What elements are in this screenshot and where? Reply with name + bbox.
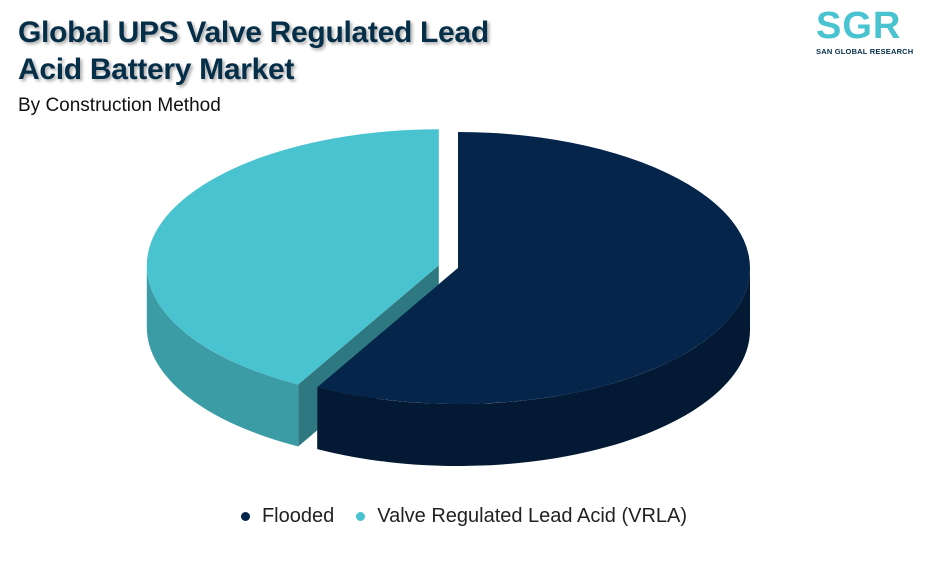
pie-outer-walls <box>146 265 750 466</box>
pie-wall-flooded <box>317 268 750 466</box>
legend-dot-vrla <box>356 512 366 521</box>
legend-dot-flooded <box>240 512 250 521</box>
sgr-logo: SGR SAN GLOBAL RESEARCH <box>816 6 920 56</box>
chart-title: Global UPS Valve Regulated Lead Acid Bat… <box>18 14 578 88</box>
legend-item-vrla: Valve Regulated Lead Acid (VRLA) <box>356 505 687 528</box>
chart-subtitle: By Construction Method <box>18 95 221 116</box>
pie-slice-flooded <box>317 132 750 404</box>
pie-slice-vrla <box>146 129 439 385</box>
logo-mark: SGR <box>816 5 902 47</box>
pie-wall-vrla <box>146 265 299 447</box>
chart-title-line-2: Acid Battery Market <box>18 53 295 86</box>
legend-item-flooded: Flooded <box>240 505 335 528</box>
chart-title-line-1: Global UPS Valve Regulated Lead <box>18 16 489 49</box>
pie-top-faces <box>146 129 750 404</box>
logo-tagline: SAN GLOBAL RESEARCH <box>816 47 914 56</box>
legend-label-vrla: Valve Regulated Lead Acid (VRLA) <box>377 505 688 527</box>
legend: Flooded Valve Regulated Lead Acid (VRLA) <box>0 505 928 528</box>
legend-label-flooded: Flooded <box>261 505 335 527</box>
